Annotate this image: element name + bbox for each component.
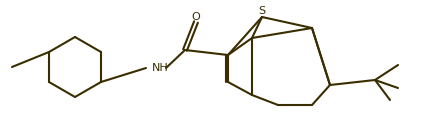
Text: NH: NH: [152, 63, 169, 73]
Text: O: O: [192, 12, 200, 22]
Text: S: S: [258, 6, 266, 16]
